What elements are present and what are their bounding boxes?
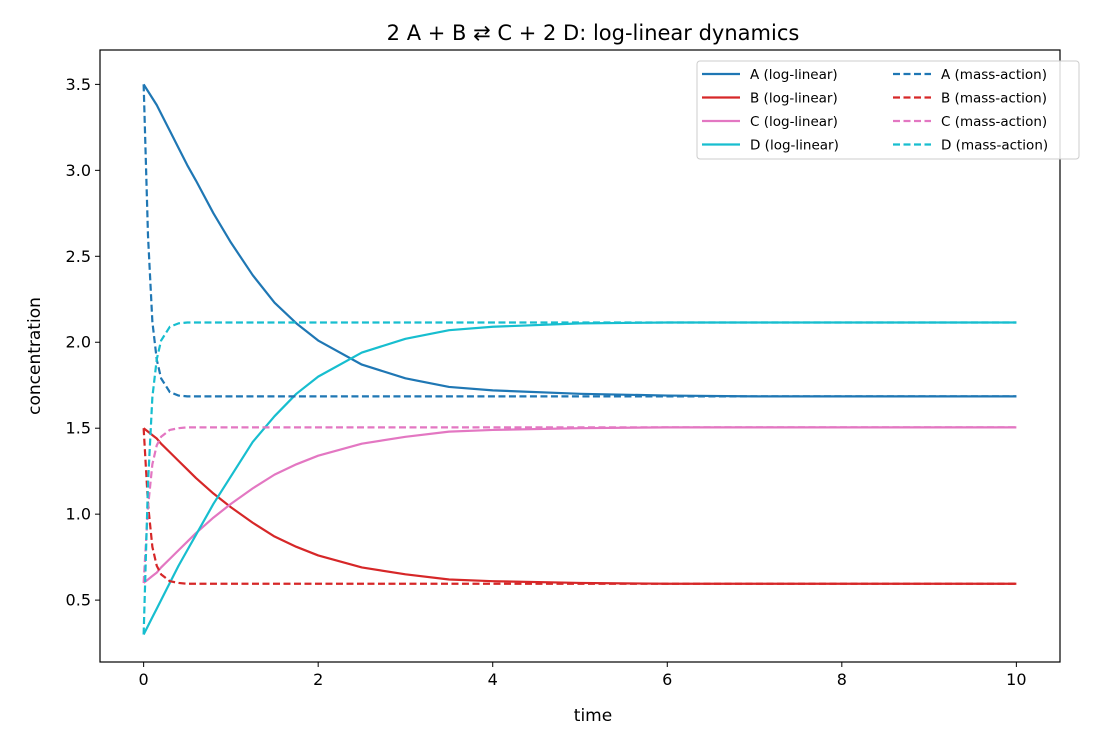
y-axis-label: concentration	[25, 297, 45, 415]
legend-label: A (log-linear)	[750, 67, 838, 83]
x-tick-label: 10	[1006, 670, 1026, 689]
y-tick-label: 2.5	[66, 247, 91, 266]
x-axis-label: time	[574, 706, 612, 726]
x-tick-label: 4	[488, 670, 498, 689]
legend-label: D (log-linear)	[750, 138, 839, 154]
series-line-8	[142, 321, 1017, 635]
series-line-7	[142, 426, 1017, 583]
y-tick-label: 3.0	[66, 161, 91, 180]
y-tick-label: 2.0	[66, 333, 91, 352]
legend-label: A (mass-action)	[941, 67, 1047, 83]
y-tick-label: 1.5	[66, 419, 91, 438]
chart-title: 2 A + B ⇄ C + 2 D: log-linear dynamics	[387, 21, 800, 45]
y-tick-label: 1.0	[66, 505, 91, 524]
legend-label: B (mass-action)	[941, 91, 1047, 107]
x-axis: 0 2 4 6 8 10	[139, 662, 1027, 689]
series-line-5	[142, 84, 1017, 398]
y-axis: 0.5 1.0 1.5 2.0 2.5 3.0 3.5	[66, 75, 100, 610]
x-tick-label: 0	[139, 670, 149, 689]
legend-label: B (log-linear)	[750, 91, 838, 107]
legend-label: D (mass-action)	[941, 138, 1048, 154]
y-tick-label: 0.5	[66, 591, 91, 610]
x-tick-label: 8	[837, 670, 847, 689]
legend: A (log-linear) B (log-linear) C (log-linea…	[696, 60, 1080, 160]
series-line-6	[142, 428, 1017, 585]
legend-label: C (mass-action)	[941, 114, 1047, 130]
series-layer	[142, 83, 1017, 635]
x-tick-label: 6	[662, 670, 672, 689]
x-tick-label: 2	[313, 670, 323, 689]
plot-frame	[99, 49, 1061, 663]
y-tick-label: 3.5	[66, 75, 91, 94]
legend-label: C (log-linear)	[750, 114, 838, 130]
legend-frame	[696, 60, 1080, 160]
